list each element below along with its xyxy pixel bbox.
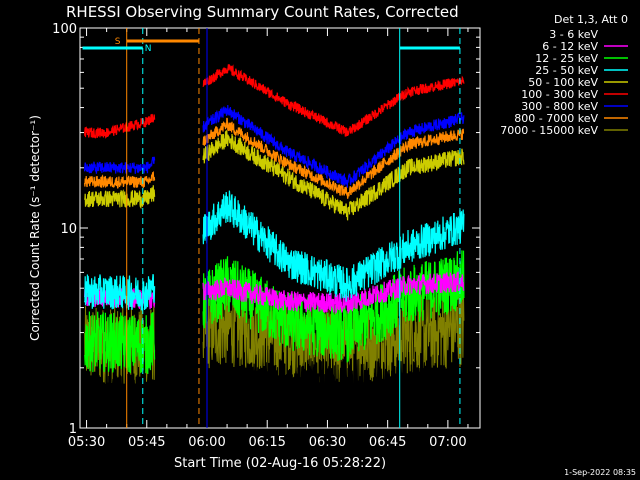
chart-title: RHESSI Observing Summary Count Rates, Co… — [66, 3, 459, 21]
x-tick-label: 06:00 — [188, 435, 225, 450]
plot-area: 1 10 100 05:30 05:45 06:00 06:15 06:30 06:45 07:0… — [52, 22, 481, 450]
y-ticks: 1 10 100 — [52, 22, 480, 437]
series-line-800-7000-kev — [84, 117, 465, 199]
x-ticks: 05:30 05:45 06:00 06:15 06:30 06:45 07:00 — [68, 28, 469, 450]
series-line-50-100-kev — [84, 129, 465, 221]
legend-label: 25 - 50 keV — [535, 64, 598, 77]
series-group — [84, 64, 465, 428]
y-axis-label: Corrected Count Rate (s⁻¹ detector⁻¹) — [28, 115, 42, 341]
x-tick-label: 05:45 — [128, 435, 165, 450]
legend-label: 800 - 7000 keV — [514, 112, 598, 125]
series-line-100-300-kev — [84, 64, 465, 139]
series-line-12-25-kev — [84, 250, 465, 374]
x-tick-label: 06:15 — [248, 435, 285, 450]
legend-header: Det 1,3, Att 0 — [554, 13, 628, 26]
series-line-25-50-kev — [84, 190, 465, 311]
legend-label: 3 - 6 keV — [549, 28, 598, 41]
series-line-300-800-kev — [84, 104, 465, 188]
night-label: N — [145, 44, 152, 54]
y-tick-label: 10 — [60, 222, 77, 237]
legend-label: 50 - 100 keV — [528, 76, 598, 89]
legend-label: 6 - 12 keV — [542, 40, 598, 53]
x-tick-label: 06:30 — [309, 435, 346, 450]
x-tick-label: 06:45 — [369, 435, 406, 450]
footer-timestamp: 1-Sep-2022 08:35 — [564, 468, 636, 477]
legend-label: 100 - 300 keV — [521, 88, 598, 101]
legend-label: 7000 - 15000 keV — [500, 124, 598, 137]
legend-label: 300 - 800 keV — [521, 100, 598, 113]
x-tick-label: 05:30 — [68, 435, 105, 450]
legend-label: 12 - 25 keV — [535, 52, 598, 65]
annotations: SN — [82, 28, 461, 428]
x-tick-label: 07:00 — [429, 435, 466, 450]
x-axis-label: Start Time (02-Aug-16 05:28:22) — [174, 456, 386, 471]
saa-label: S — [115, 37, 121, 47]
y-tick-label: 100 — [52, 22, 77, 37]
y-tick-label: 1 — [69, 422, 77, 437]
